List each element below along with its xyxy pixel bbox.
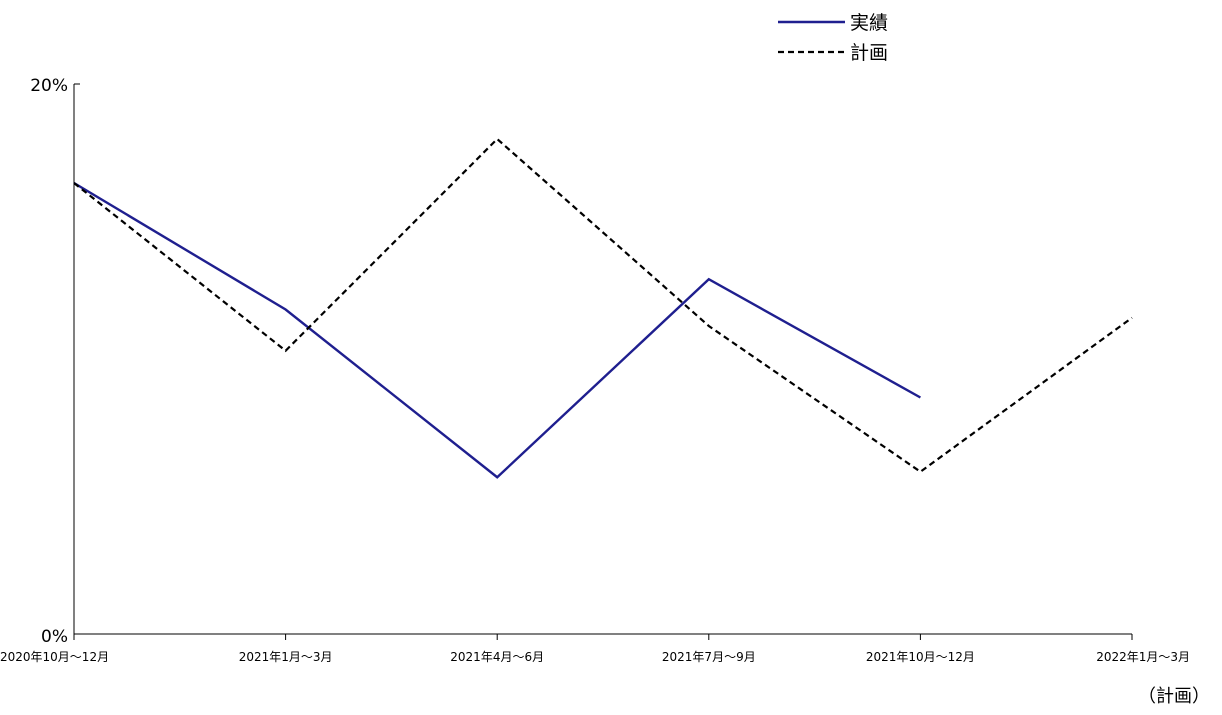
legend-label-plan: 計画 (850, 42, 888, 64)
y-tick-label: 0% (41, 627, 68, 647)
tick-marks (73, 83, 1133, 640)
legend-label-actual: 実績 (850, 12, 888, 34)
x-tick-label: 2021年7月～9月 (662, 650, 756, 664)
series-lines (73, 137, 1133, 479)
x-tick-label: 2022年1月～3月 (1096, 650, 1190, 664)
series-line-plan (73, 137, 1133, 474)
axes (73, 84, 1132, 635)
x-tick-label: 2021年4月～6月 (450, 650, 544, 664)
series-line-actual (73, 181, 921, 479)
x-tick-label: 2021年10月～12月 (866, 650, 975, 664)
x-tick-label: 2021年1月～3月 (239, 650, 333, 664)
footnote: （計画） (1138, 686, 1210, 707)
axis-labels: 0% 20% 2020年10月～12月 2021年1月～3月 2021年4月～6月 202… (0, 76, 1190, 664)
x-tick-label: 2020年10月～12月 (0, 650, 109, 664)
y-tick-label: 20% (30, 76, 68, 96)
